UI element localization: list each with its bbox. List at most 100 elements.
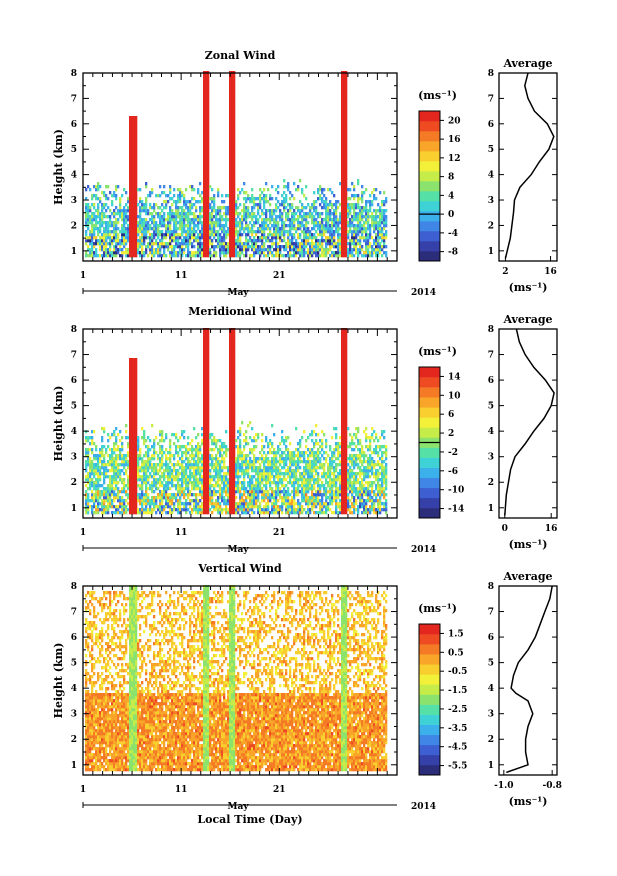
colorbar-band (419, 387, 440, 398)
colorbar-band (419, 407, 440, 418)
average-profile-line (504, 72, 555, 259)
colorbar-tick-label: 16 (448, 135, 461, 145)
colorbar-band (419, 507, 440, 519)
colorbar-band (419, 674, 440, 685)
average-y-tick-label: 3 (488, 196, 494, 206)
x-tick-label: 21 (273, 528, 286, 538)
colorbar-band (419, 467, 440, 479)
average-x-tick-label: 2 (502, 267, 508, 277)
y-axis-label: Height (km) (52, 386, 65, 462)
average-frame (498, 585, 558, 776)
average-y-tick-label: 2 (488, 221, 494, 231)
average-y-tick-label: 8 (488, 582, 494, 592)
x-tick-label: 21 (273, 271, 286, 281)
y-tick-label: 5 (71, 659, 77, 669)
colorbar-band (419, 654, 440, 665)
colorbar-band (419, 714, 440, 725)
y-tick-label: 6 (71, 633, 77, 643)
colorbar-band (419, 664, 440, 675)
colorbar: (ms⁻¹) 20 16 12 8 4 0 -4 -8 (418, 89, 461, 262)
panel-title: Meridional Wind (188, 305, 292, 318)
colorbar-band (419, 724, 440, 736)
colorbar-tick-label: -8 (448, 248, 458, 258)
x-tick-label: 11 (175, 528, 188, 538)
average-y-tick-label: 6 (488, 633, 494, 643)
y-tick-label: 1 (71, 504, 77, 514)
colorbar-band (419, 764, 440, 776)
colorbar-band (419, 447, 440, 458)
y-tick-label: 4 (71, 684, 77, 694)
month-label: May (227, 288, 249, 298)
colorbar-tick-label: -2 (448, 448, 458, 458)
colorbar-tick-label: 8 (448, 173, 454, 183)
colorbar: (ms⁻¹) 14 10 6 2 -2 -6 -10 -14 (418, 345, 464, 519)
average-profile-line (504, 328, 555, 516)
year-label: 2014 (411, 288, 436, 298)
average-y-tick-label: 2 (488, 478, 494, 488)
colorbar-band (419, 367, 440, 378)
colorbar-tick-label: -1.5 (448, 686, 467, 696)
colorbar-band (419, 251, 440, 262)
colorbar-band (419, 694, 440, 705)
colorbar-band (419, 644, 440, 655)
heatmap-cells (85, 328, 388, 515)
colorbar-band (419, 111, 440, 122)
colorbar-band (419, 487, 440, 499)
colorbar-band (419, 497, 440, 509)
panel-title: Zonal Wind (205, 49, 276, 62)
average-y-tick-label: 1 (488, 247, 494, 257)
colorbar-band (419, 417, 440, 428)
x-tick-label: 11 (175, 785, 188, 795)
y-tick-label: 6 (71, 376, 77, 386)
colorbar-tick-label: -6 (448, 467, 458, 477)
average-title: Average (502, 570, 552, 583)
month-label: May (227, 545, 249, 555)
colorbar-tick-label: -14 (448, 505, 464, 515)
colorbar-tick-label: 6 (448, 410, 454, 420)
year-label: 2014 (411, 802, 436, 812)
average-y-tick-label: 2 (488, 735, 494, 745)
colorbar-band (419, 171, 440, 182)
colorbar-tick-label: 12 (448, 154, 461, 164)
average-x-tick-label: -1.0 (494, 781, 513, 791)
colorbar-band (419, 457, 440, 468)
colorbar-band (419, 397, 440, 408)
colorbar-tick-label: 1.5 (448, 629, 464, 639)
colorbar-tick-label: 0 (448, 210, 454, 220)
average-y-tick-label: 4 (488, 684, 494, 694)
colorbar-band (419, 624, 440, 635)
average-y-tick-label: 5 (488, 659, 494, 669)
x-axis-label: Local Time (Day) (197, 813, 302, 826)
y-tick-label: 4 (71, 171, 77, 181)
y-tick-label: 3 (71, 710, 77, 720)
colorbar-band (419, 151, 440, 162)
colorbar-tick-label: -4 (448, 229, 458, 239)
colorbar-band (419, 684, 440, 695)
month-label: May (227, 802, 249, 812)
colorbar-band (419, 181, 440, 192)
average-title: Average (502, 313, 552, 326)
y-tick-label: 3 (71, 196, 77, 206)
y-tick-label: 7 (71, 351, 77, 361)
colorbar-band (419, 241, 440, 252)
colorbar-band (419, 211, 440, 222)
colorbar-tick-label: 20 (448, 116, 461, 126)
colorbar-band (419, 121, 440, 132)
average-y-tick-label: 7 (488, 94, 494, 104)
y-tick-label: 2 (71, 735, 77, 745)
y-tick-label: 7 (71, 94, 77, 104)
panel-title: Vertical Wind (197, 562, 282, 575)
colorbar-band (419, 634, 440, 645)
average-unit: (ms⁻¹) (509, 281, 548, 294)
colorbar-tick-label: 14 (448, 372, 461, 382)
y-tick-label: 8 (71, 582, 77, 592)
y-tick-label: 6 (71, 120, 77, 130)
average-x-tick-label: 0 (502, 524, 508, 534)
y-tick-label: 2 (71, 221, 77, 231)
year-label: 2014 (411, 545, 436, 555)
y-axis-label: Height (km) (52, 129, 65, 205)
x-tick-label: 1 (80, 528, 86, 538)
